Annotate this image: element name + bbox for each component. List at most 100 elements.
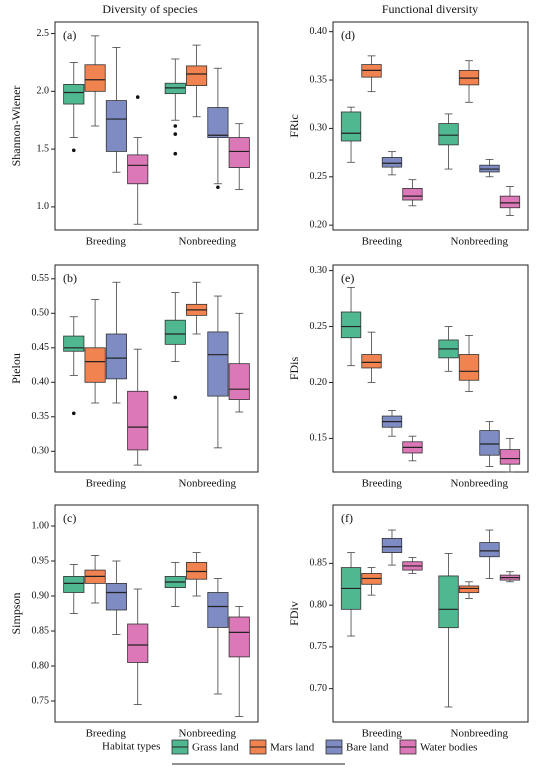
outlier [135,95,140,99]
box [105,100,127,152]
box [63,84,85,105]
y-tick-label: 0.30 [310,265,328,276]
plot-frame [54,504,259,723]
y-axis-label: FRic [287,114,301,137]
box [84,64,106,92]
box [207,107,229,138]
y-tick-label: 0.70 [310,683,328,694]
y-tick-label: 0.40 [310,26,328,37]
outlier [71,148,76,153]
box [402,187,423,201]
x-tick-label: Nonbreeding [451,478,509,490]
box [228,363,250,400]
x-tick-label: Breeding [86,236,127,248]
plot-frame [54,21,259,231]
y-tick-label: 0.85 [310,558,328,569]
panel-label: (c) [63,511,76,525]
plot-frame [332,264,529,473]
y-tick-label: 0.30 [310,123,328,134]
y-tick-label: 2.5 [37,28,50,39]
y-tick-label: 0.25 [310,321,328,332]
box [438,123,459,146]
box [340,111,362,142]
y-tick-label: 0.80 [310,599,328,610]
x-tick-label: Breeding [362,236,403,248]
box [228,616,250,658]
outlier [173,132,178,136]
outlier [71,411,76,416]
box [105,583,127,611]
box [479,430,500,456]
y-tick-label: 0.45 [32,342,50,353]
box [105,333,127,380]
box [361,354,382,369]
y-tick-label: 0.20 [310,377,328,388]
box [381,157,403,168]
y-tick-label: 1.00 [32,520,50,531]
y-tick-label: 0.35 [32,411,50,422]
box [186,65,208,86]
box [499,449,521,465]
y-tick-label: 0.80 [32,660,50,671]
x-tick-label: Breeding [86,728,127,740]
y-tick-label: 0.55 [32,273,50,284]
y-tick-label: 0.30 [32,446,50,457]
box [207,592,229,628]
box [63,335,85,352]
x-tick-label: Nonbreeding [179,236,237,248]
legend-label: Mars land [270,742,315,754]
box [340,311,362,339]
box [127,623,149,663]
panel-label: (a) [63,28,76,42]
panel-label: (f) [341,511,353,525]
y-tick-label: 0.75 [32,695,50,706]
legend-label: Bare land [346,742,389,754]
box [438,575,459,629]
y-axis-label: Pielou [9,353,23,384]
outlier [173,124,178,128]
box [127,390,149,451]
panel-label: (e) [341,271,354,285]
box [458,354,480,381]
legend-label: Water bodies [420,742,477,754]
y-axis-label: Shannon-Wiener [9,86,23,167]
y-tick-label: 1.5 [37,143,50,154]
y-tick-label: 0.90 [32,590,50,601]
y-tick-label: 2.0 [37,86,50,97]
x-tick-label: Nonbreeding [179,728,237,740]
outlier [173,395,178,400]
y-tick-label: 0.25 [310,171,328,182]
y-axis-label: FDis [287,356,301,380]
y-tick-label: 0.75 [310,641,328,652]
x-tick-label: Nonbreeding [451,236,509,248]
y-tick-label: 0.15 [310,433,328,444]
y-axis-label: FDiv [287,601,301,626]
y-tick-label: 0.35 [310,74,328,85]
box [127,154,149,185]
x-tick-label: Nonbreeding [179,478,237,490]
box [458,585,480,594]
plot-frame [54,264,259,473]
box [228,137,250,169]
column-header: Diversity of species [102,2,198,16]
box [499,195,521,209]
panel-label: (d) [341,28,355,42]
x-tick-label: Breeding [362,478,403,490]
plot-frame [332,504,529,723]
box [479,542,500,558]
x-tick-label: Breeding [362,728,403,740]
y-tick-label: 0.40 [32,377,50,388]
box [63,576,85,593]
column-header: Functional diversity [382,2,478,16]
x-tick-label: Nonbreeding [451,728,509,740]
y-tick-label: 0.20 [310,219,328,230]
legend-title: Habitat types [102,741,160,753]
box [381,537,403,553]
y-tick-label: 1.0 [37,201,50,212]
outlier [216,185,220,190]
x-tick-label: Breeding [86,478,127,490]
box [186,562,208,580]
box [164,319,186,345]
box [207,331,229,397]
